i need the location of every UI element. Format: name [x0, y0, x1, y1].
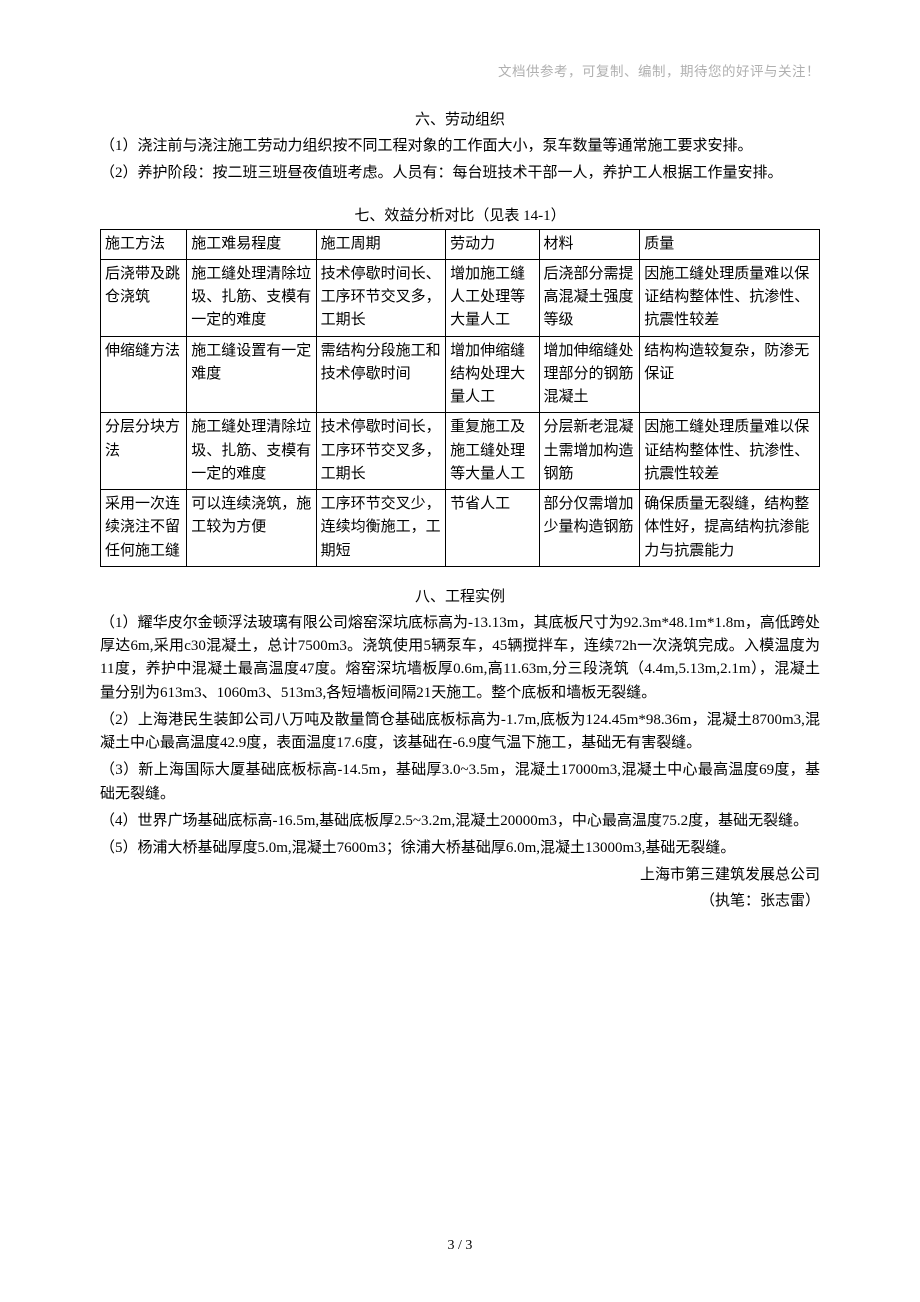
table-row: 后浇带及跳仓浇筑 施工缝处理清除垃圾、扎筋、支模有一定的难度 技术停歇时间长、工… — [101, 259, 820, 336]
section-8-p3: （3）新上海国际大厦基础底板标高-14.5m，基础厚3.0~3.5m，混凝土17… — [100, 759, 820, 806]
cell: 重复施工及施工缝处理等大量人工 — [446, 413, 539, 490]
cell: 需结构分段施工和技术停歇时间 — [316, 336, 445, 413]
cell: 后浇部分需提高混凝土强度等级 — [539, 259, 640, 336]
analysis-table: 施工方法 施工难易程度 施工周期 劳动力 材料 质量 后浇带及跳仓浇筑 施工缝处… — [100, 229, 820, 567]
header-note: 文档供参考，可复制、编制，期待您的好评与关注！ — [100, 60, 820, 80]
cell: 技术停歇时间长、工序环节交叉多，工期长 — [316, 259, 445, 336]
th-quality: 质量 — [640, 229, 820, 259]
section-6-title: 六、劳动组织 — [100, 108, 820, 129]
cell: 工序环节交叉少，连续均衡施工，工期短 — [316, 490, 445, 567]
section-8-p5: （5）杨浦大桥基础厚度5.0m,混凝土7600m3；徐浦大桥基础厚6.0m,混凝… — [100, 837, 820, 860]
th-labor: 劳动力 — [446, 229, 539, 259]
section-8-title: 八、工程实例 — [100, 585, 820, 606]
cell: 采用一次连续浇注不留任何施工缝 — [101, 490, 187, 567]
table-caption: 七、效益分析对比（见表 14-1） — [100, 204, 820, 225]
signature-org: 上海市第三建筑发展总公司 — [100, 864, 820, 887]
cell: 结构构造较复杂，防渗无保证 — [640, 336, 820, 413]
section-8-p1: （1）耀华皮尔金顿浮法玻璃有限公司熔窑深坑底标高为-13.13m，其底板尺寸为9… — [100, 612, 820, 705]
cell: 节省人工 — [446, 490, 539, 567]
section-6-p2: （2）养护阶段：按二班三班昼夜值班考虑。人员有：每台班技术干部一人，养护工人根据… — [100, 162, 820, 185]
cell: 施工缝设置有一定难度 — [187, 336, 316, 413]
cell: 分层新老混凝土需增加构造钢筋 — [539, 413, 640, 490]
page-number: 3 / 3 — [0, 1238, 920, 1254]
th-period: 施工周期 — [316, 229, 445, 259]
cell: 分层分块方法 — [101, 413, 187, 490]
table-row: 采用一次连续浇注不留任何施工缝 可以连续浇筑，施工较为方便 工序环节交叉少，连续… — [101, 490, 820, 567]
cell: 伸缩缝方法 — [101, 336, 187, 413]
table-header-row: 施工方法 施工难易程度 施工周期 劳动力 材料 质量 — [101, 229, 820, 259]
th-difficulty: 施工难易程度 — [187, 229, 316, 259]
page: 文档供参考，可复制、编制，期待您的好评与关注！ 六、劳动组织 （1）浇注前与浇注… — [0, 0, 920, 1302]
section-8-p2: （2）上海港民生装卸公司八万吨及散量筒仓基础底板标高为-1.7m,底板为124.… — [100, 709, 820, 756]
cell: 因施工缝处理质量难以保证结构整体性、抗渗性、抗震性较差 — [640, 413, 820, 490]
signature-author: （执笔：张志雷） — [100, 890, 820, 913]
cell: 增加伸缩缝处理部分的钢筋混凝土 — [539, 336, 640, 413]
th-material: 材料 — [539, 229, 640, 259]
cell: 施工缝处理清除垃圾、扎筋、支模有一定的难度 — [187, 259, 316, 336]
section-8-p4: （4）世界广场基础底标高-16.5m,基础底板厚2.5~3.2m,混凝土2000… — [100, 810, 820, 833]
cell: 可以连续浇筑，施工较为方便 — [187, 490, 316, 567]
cell: 因施工缝处理质量难以保证结构整体性、抗渗性、抗震性较差 — [640, 259, 820, 336]
cell: 增加伸缩缝结构处理大量人工 — [446, 336, 539, 413]
th-method: 施工方法 — [101, 229, 187, 259]
table-row: 分层分块方法 施工缝处理清除垃圾、扎筋、支模有一定的难度 技术停歇时间长，工序环… — [101, 413, 820, 490]
cell: 增加施工缝人工处理等大量人工 — [446, 259, 539, 336]
cell: 技术停歇时间长，工序环节交叉多，工期长 — [316, 413, 445, 490]
cell: 确保质量无裂缝，结构整体性好，提高结构抗渗能力与抗震能力 — [640, 490, 820, 567]
cell: 施工缝处理清除垃圾、扎筋、支模有一定的难度 — [187, 413, 316, 490]
table-row: 伸缩缝方法 施工缝设置有一定难度 需结构分段施工和技术停歇时间 增加伸缩缝结构处… — [101, 336, 820, 413]
section-6-p1: （1）浇注前与浇注施工劳动力组织按不同工程对象的工作面大小，泵车数量等通常施工要… — [100, 135, 820, 158]
cell: 后浇带及跳仓浇筑 — [101, 259, 187, 336]
cell: 部分仅需增加少量构造钢筋 — [539, 490, 640, 567]
